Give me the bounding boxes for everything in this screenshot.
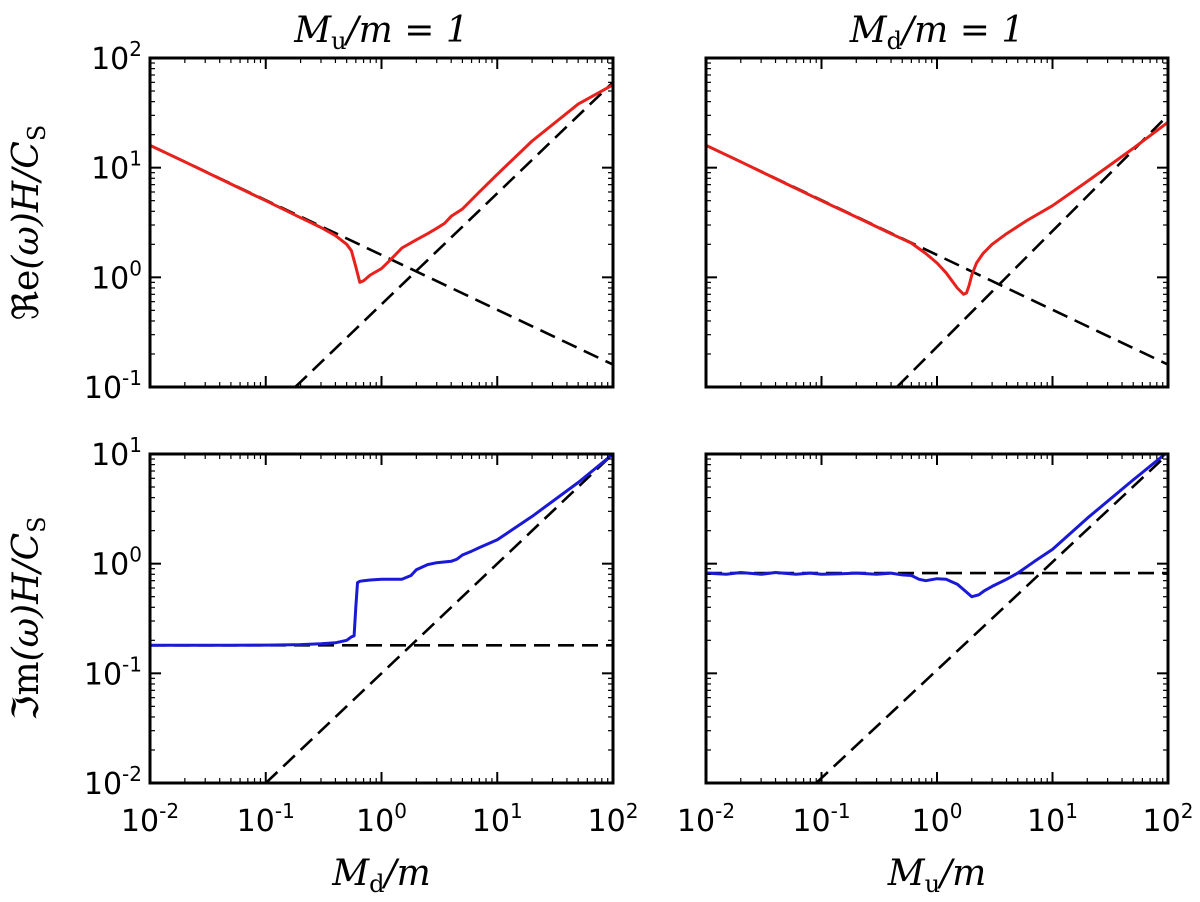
x-axis-label: Md/m [331, 853, 431, 898]
x-tick-label: 10-1 [792, 799, 850, 839]
solution-curve [150, 83, 613, 284]
plot-frame [148, 452, 615, 785]
axis-ticks [705, 453, 1169, 784]
x-tick-label: 10-1 [237, 799, 295, 839]
y-tick-label: 10-2 [84, 762, 142, 802]
panel-top-right: Md/m = 1 [704, 10, 1170, 389]
y-tick-label: 100 [91, 256, 142, 296]
y-tick-label: 100 [91, 543, 142, 583]
x-tick-label: 101 [1027, 799, 1078, 839]
y-tick-label: 102 [91, 37, 142, 77]
asymptote-rising-line [264, 454, 613, 783]
asymptote-rising-line [294, 81, 613, 387]
panel-top-left: 10-1 100 101 102 Mu/m = 1 ℜe(ω)H/CS [6, 10, 615, 406]
series-group [150, 81, 613, 387]
x-tick-label: 100 [356, 799, 407, 839]
solution-curve [706, 454, 1168, 599]
panel-bottom-left: 10-2 10-1 100 101 10-2 10-1 100 101 102 Md/m ℑm(ω)… [6, 433, 638, 898]
asymptote-rising-line [815, 454, 1168, 783]
series-group [150, 454, 613, 783]
x-tick-label: 102 [1143, 799, 1194, 839]
y-tick-label: 10-1 [84, 652, 142, 692]
panel-bottom-right: 10-2 10-1 100 101 102 Mu/m [677, 452, 1194, 898]
panel-title: Md/m = 1 [849, 10, 1024, 55]
y-tick-label: 101 [91, 147, 142, 187]
plot-frame [704, 56, 1170, 389]
solution-curve [706, 121, 1168, 296]
y-axis-label: ℑm(ω)H/CS [6, 516, 51, 720]
x-axis-label: Mu/m [887, 853, 987, 898]
plot-frame [148, 56, 615, 389]
x-tick-label: 100 [912, 799, 963, 839]
y-tick-label: 101 [91, 433, 142, 473]
axis-ticks [705, 57, 1169, 388]
series-group [706, 114, 1168, 387]
x-tick-label: 10-2 [677, 799, 735, 839]
x-tick-label: 10-2 [121, 799, 179, 839]
axis-ticks [149, 57, 614, 388]
x-tick-label: 102 [588, 799, 639, 839]
y-tick-label: 10-1 [84, 366, 142, 406]
x-tick-label: 101 [472, 799, 523, 839]
axis-ticks [149, 453, 614, 784]
y-axis-label: ℜe(ω)H/CS [6, 125, 51, 321]
solution-curve [150, 454, 613, 647]
panel-title: Mu/m = 1 [293, 10, 469, 55]
series-group [706, 454, 1168, 783]
asymptote-rising-line [895, 114, 1168, 387]
plot-frame [704, 452, 1170, 785]
